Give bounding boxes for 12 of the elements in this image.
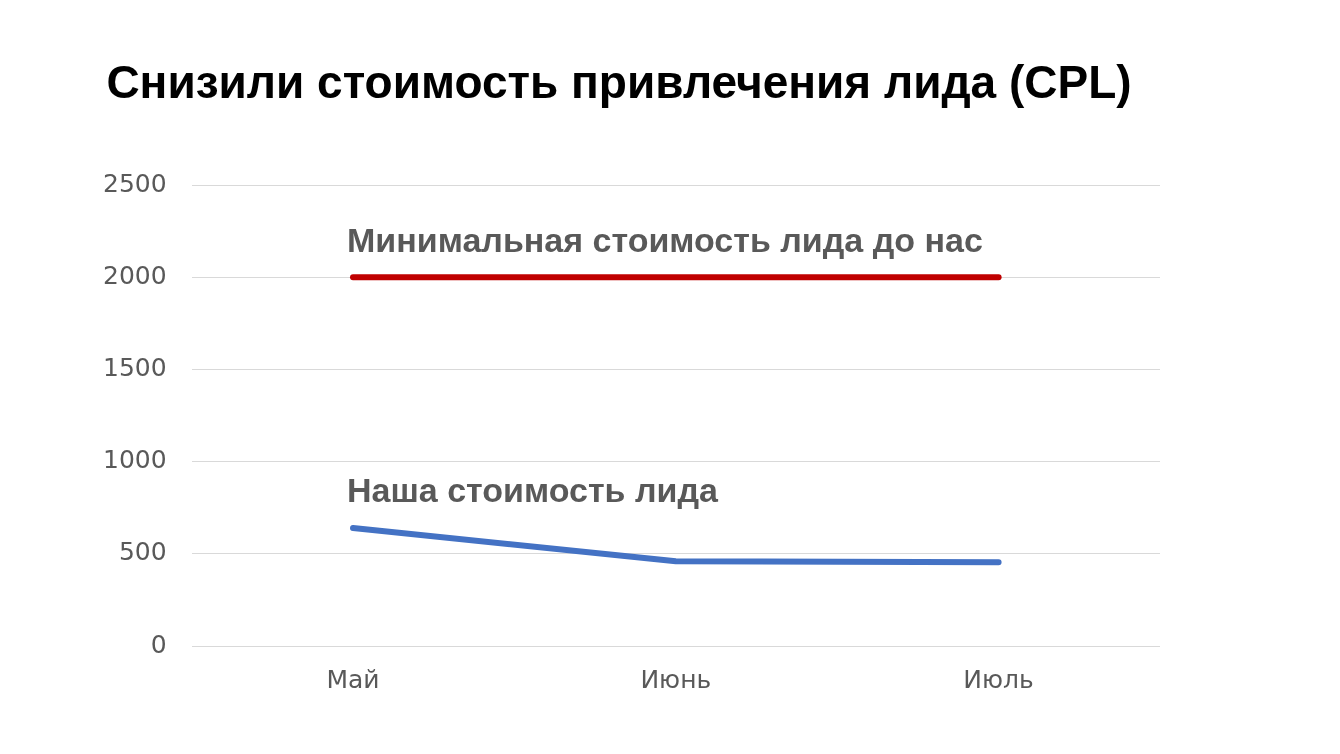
y-tick-label: 1000 (103, 445, 167, 475)
y-tick-label: 0 (150, 629, 167, 659)
x-tick-label: Июль (963, 664, 1034, 694)
y-tick-label: 2500 (103, 168, 167, 198)
y-tick-label: 1500 (103, 353, 167, 383)
chart-title: Снизили стоимость привлечения лида (CPL) (106, 56, 1132, 109)
series-label: Минимальная стоимость лида до нас (347, 220, 983, 259)
x-tick-label: Июнь (640, 664, 712, 694)
x-tick-label: Май (326, 664, 380, 694)
series-label: Наша стоимость лида (347, 471, 719, 510)
y-tick-label: 500 (118, 537, 167, 567)
y-tick-label: 2000 (103, 260, 167, 290)
